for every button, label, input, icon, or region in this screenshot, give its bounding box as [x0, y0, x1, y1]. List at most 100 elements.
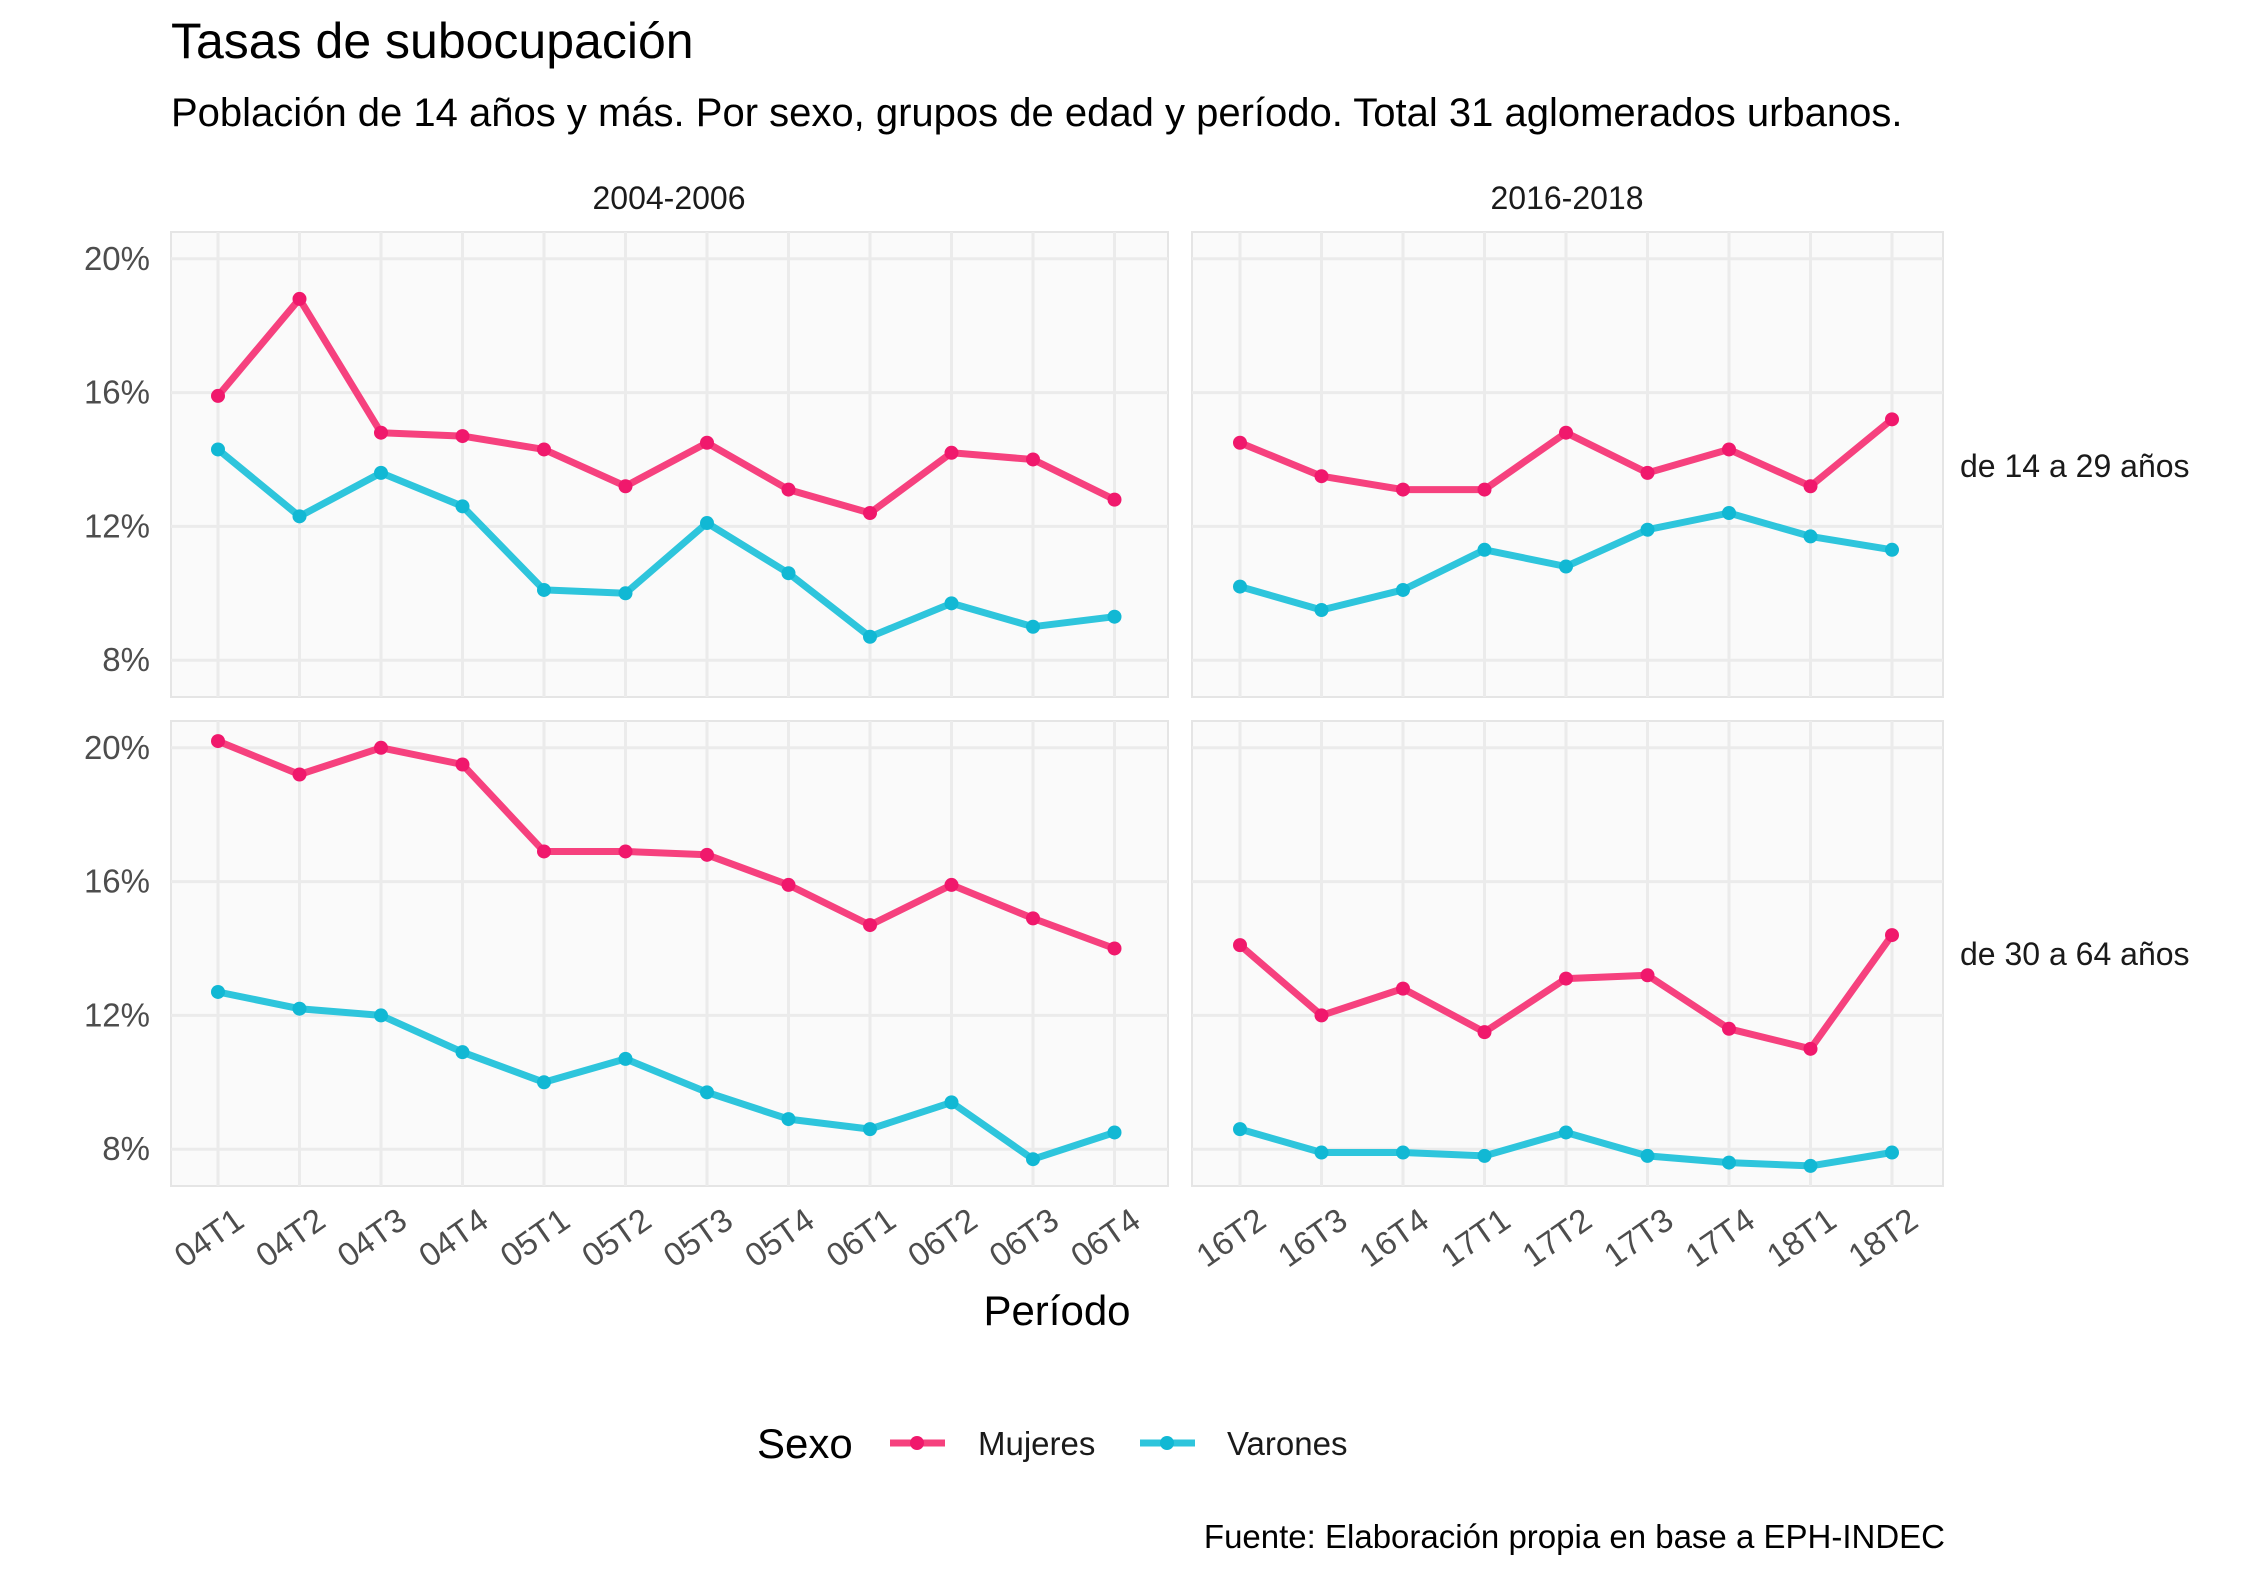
data-point-varones-16T2	[1233, 579, 1247, 594]
data-point-varones-06T1	[863, 629, 877, 644]
data-point-varones-05T1	[537, 582, 551, 597]
x-tick-label-16T2: 16T2	[1189, 1201, 1272, 1274]
y-tick-label: 8%	[102, 641, 150, 678]
data-point-mujeres-16T2	[1233, 938, 1247, 953]
facet-panels	[170, 231, 1944, 1187]
data-point-mujeres-06T2	[944, 877, 959, 892]
data-point-varones-18T2	[1885, 542, 1899, 557]
x-tick-label-17T1: 17T1	[1434, 1201, 1517, 1274]
data-point-varones-18T1	[1803, 1158, 1818, 1173]
data-point-varones-06T2	[944, 1095, 959, 1110]
data-point-mujeres-04T1	[211, 388, 225, 403]
data-point-mujeres-06T4	[1107, 941, 1122, 956]
data-point-mujeres-06T3	[1026, 452, 1040, 467]
data-point-mujeres-17T2	[1559, 425, 1573, 440]
data-point-mujeres-06T3	[1026, 911, 1040, 926]
data-point-mujeres-04T3	[374, 425, 388, 440]
data-point-mujeres-04T4	[455, 757, 470, 772]
data-point-varones-05T4	[781, 1112, 796, 1127]
data-point-varones-17T4	[1722, 1155, 1736, 1170]
data-point-mujeres-06T1	[863, 506, 877, 521]
legend-key-point-mujeres	[910, 1436, 924, 1450]
series-line-varones	[217, 988, 1116, 1163]
data-point-mujeres-17T4	[1722, 442, 1736, 457]
data-point-varones-06T2	[944, 596, 959, 611]
x-tick-label-05T4: 05T4	[738, 1201, 821, 1274]
y-axes: 8% 12% 16% 20% 8% 12% 16% 20%	[84, 240, 150, 1167]
data-point-varones-05T1	[537, 1075, 551, 1090]
data-point-varones-17T3	[1640, 522, 1655, 537]
legend-label-mujeres: Mujeres	[978, 1425, 1095, 1462]
x-tick-label-04T1: 04T1	[167, 1201, 250, 1274]
data-point-varones-04T2	[292, 509, 307, 524]
y-tick-label: 12%	[84, 507, 150, 544]
data-point-mujeres-05T2	[618, 479, 633, 494]
y-tick-label: 20%	[84, 729, 150, 766]
data-point-mujeres-04T2	[292, 767, 307, 782]
y-tick-label: 12%	[84, 996, 150, 1033]
data-point-mujeres-04T4	[455, 429, 470, 444]
data-point-varones-05T2	[618, 1051, 633, 1066]
panel-background	[170, 720, 1169, 1187]
data-point-varones-18T1	[1803, 529, 1818, 544]
x-tick-label-06T4: 06T4	[1064, 1201, 1147, 1274]
x-tick-label-17T2: 17T2	[1515, 1201, 1598, 1274]
x-tick-label-05T2: 05T2	[575, 1201, 658, 1274]
data-point-mujeres-16T4	[1396, 981, 1410, 996]
x-tick-label-05T1: 05T1	[493, 1201, 576, 1274]
legend-title: Sexo	[757, 1420, 853, 1467]
data-point-mujeres-17T1	[1477, 1025, 1492, 1040]
data-point-varones-04T3	[374, 1008, 388, 1023]
data-point-varones-04T2	[292, 1001, 307, 1016]
row-strip-30-64: de 30 a 64 años	[1960, 936, 2190, 972]
legend-item-varones: Varones	[1140, 1425, 1347, 1462]
x-tick-label-18T1: 18T1	[1760, 1201, 1843, 1274]
data-point-mujeres-04T3	[374, 740, 388, 755]
chart-subtitle: Población de 14 años y más. Por sexo, gr…	[171, 91, 1902, 135]
legend-key-point-varones	[1160, 1436, 1174, 1450]
x-tick-label-17T4: 17T4	[1678, 1201, 1761, 1274]
data-point-varones-06T3	[1026, 619, 1040, 634]
data-point-mujeres-18T2	[1885, 412, 1899, 427]
legend-item-mujeres: Mujeres	[890, 1425, 1095, 1462]
data-point-varones-04T3	[374, 465, 388, 480]
data-point-varones-06T4	[1107, 1125, 1122, 1140]
row-strip-14-29: de 14 a 29 años	[1960, 448, 2190, 484]
data-point-varones-06T3	[1026, 1152, 1040, 1167]
column-strip-2016-2018: 2016-2018	[1490, 180, 1643, 216]
data-point-varones-17T2	[1559, 559, 1573, 574]
data-point-mujeres-05T1	[537, 442, 551, 457]
series-line-mujeres	[216, 737, 1116, 952]
x-tick-label-06T3: 06T3	[982, 1201, 1065, 1274]
x-axis-title: Período	[983, 1287, 1130, 1334]
data-point-mujeres-04T1	[211, 734, 225, 749]
data-point-varones-05T3	[700, 1085, 714, 1100]
data-point-mujeres-04T2	[292, 291, 307, 306]
data-point-varones-17T2	[1559, 1125, 1573, 1140]
legend: Sexo Mujeres Varones	[757, 1420, 1347, 1467]
x-tick-label-16T3: 16T3	[1271, 1201, 1354, 1274]
data-point-varones-16T2	[1233, 1122, 1247, 1137]
panel-r1-c0	[170, 720, 1169, 1187]
x-tick-label-05T3: 05T3	[656, 1201, 739, 1274]
data-point-mujeres-06T1	[863, 918, 877, 933]
data-point-varones-17T4	[1722, 506, 1736, 521]
data-point-varones-16T4	[1396, 1145, 1410, 1160]
data-point-varones-05T3	[700, 516, 714, 531]
data-point-varones-04T4	[455, 499, 470, 514]
data-point-mujeres-06T2	[944, 445, 959, 460]
data-point-mujeres-18T1	[1803, 479, 1818, 494]
panel-r0-c0	[170, 231, 1169, 698]
column-strip-2004-2006: 2004-2006	[592, 180, 745, 216]
data-point-mujeres-17T3	[1640, 968, 1655, 983]
x-tick-label-16T4: 16T4	[1352, 1201, 1435, 1274]
data-point-varones-17T1	[1477, 1148, 1492, 1163]
panel-r0-c1	[1191, 231, 1944, 698]
data-point-varones-16T3	[1314, 1145, 1329, 1160]
y-tick-label: 16%	[84, 374, 150, 411]
x-tick-label-17T3: 17T3	[1597, 1201, 1680, 1274]
data-point-mujeres-16T2	[1233, 435, 1247, 450]
data-point-mujeres-17T3	[1640, 465, 1655, 480]
x-tick-label-04T4: 04T4	[412, 1201, 495, 1274]
